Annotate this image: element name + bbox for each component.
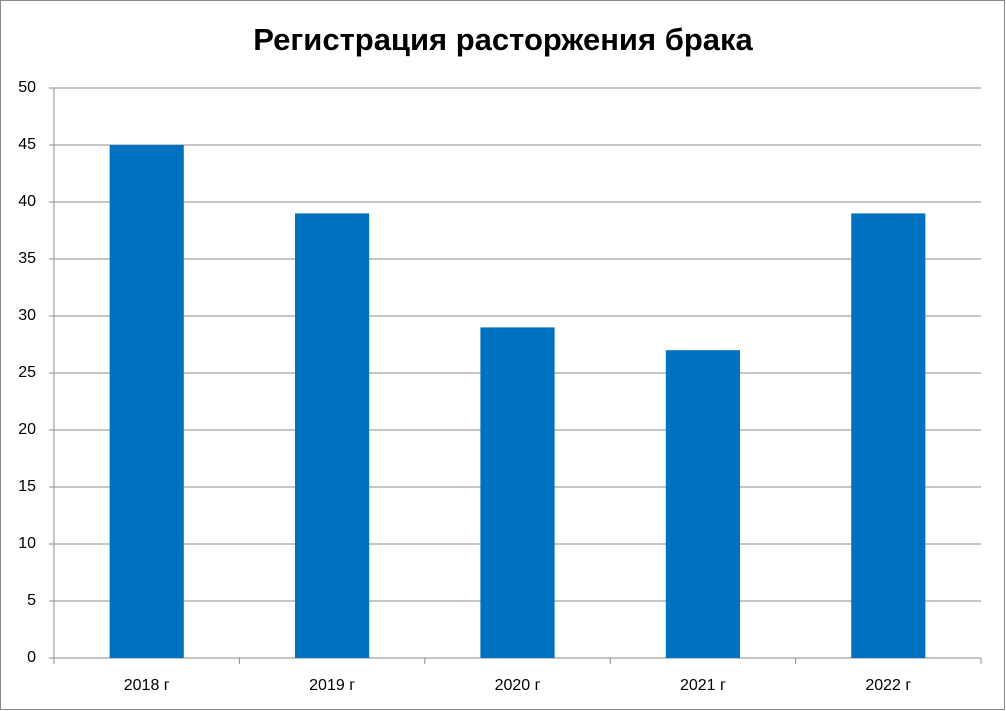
y-tick-label: 10 [18, 535, 36, 552]
y-tick-label: 20 [18, 421, 36, 438]
x-tick-label: 2021 г [680, 677, 726, 694]
y-tick-label: 30 [18, 307, 36, 324]
bar [295, 213, 370, 658]
x-tick-label: 2022 г [865, 677, 911, 694]
y-tick-label: 0 [27, 649, 36, 666]
bar [109, 145, 184, 658]
y-tick-label: 50 [18, 79, 36, 96]
chart-title: Регистрация расторжения брака [253, 22, 753, 57]
y-tick-label: 15 [18, 478, 36, 495]
x-tick-label: 2019 г [309, 677, 355, 694]
x-tick-label: 2020 г [495, 677, 541, 694]
x-tick-label: 2018 г [124, 677, 170, 694]
bar [480, 327, 555, 658]
bar [665, 350, 740, 658]
y-tick-label: 25 [18, 364, 36, 381]
y-tick-label: 40 [18, 193, 36, 210]
y-tick-label: 45 [18, 136, 36, 153]
y-tick-label: 35 [18, 250, 36, 267]
bar [851, 213, 926, 658]
y-tick-label: 5 [27, 592, 36, 609]
